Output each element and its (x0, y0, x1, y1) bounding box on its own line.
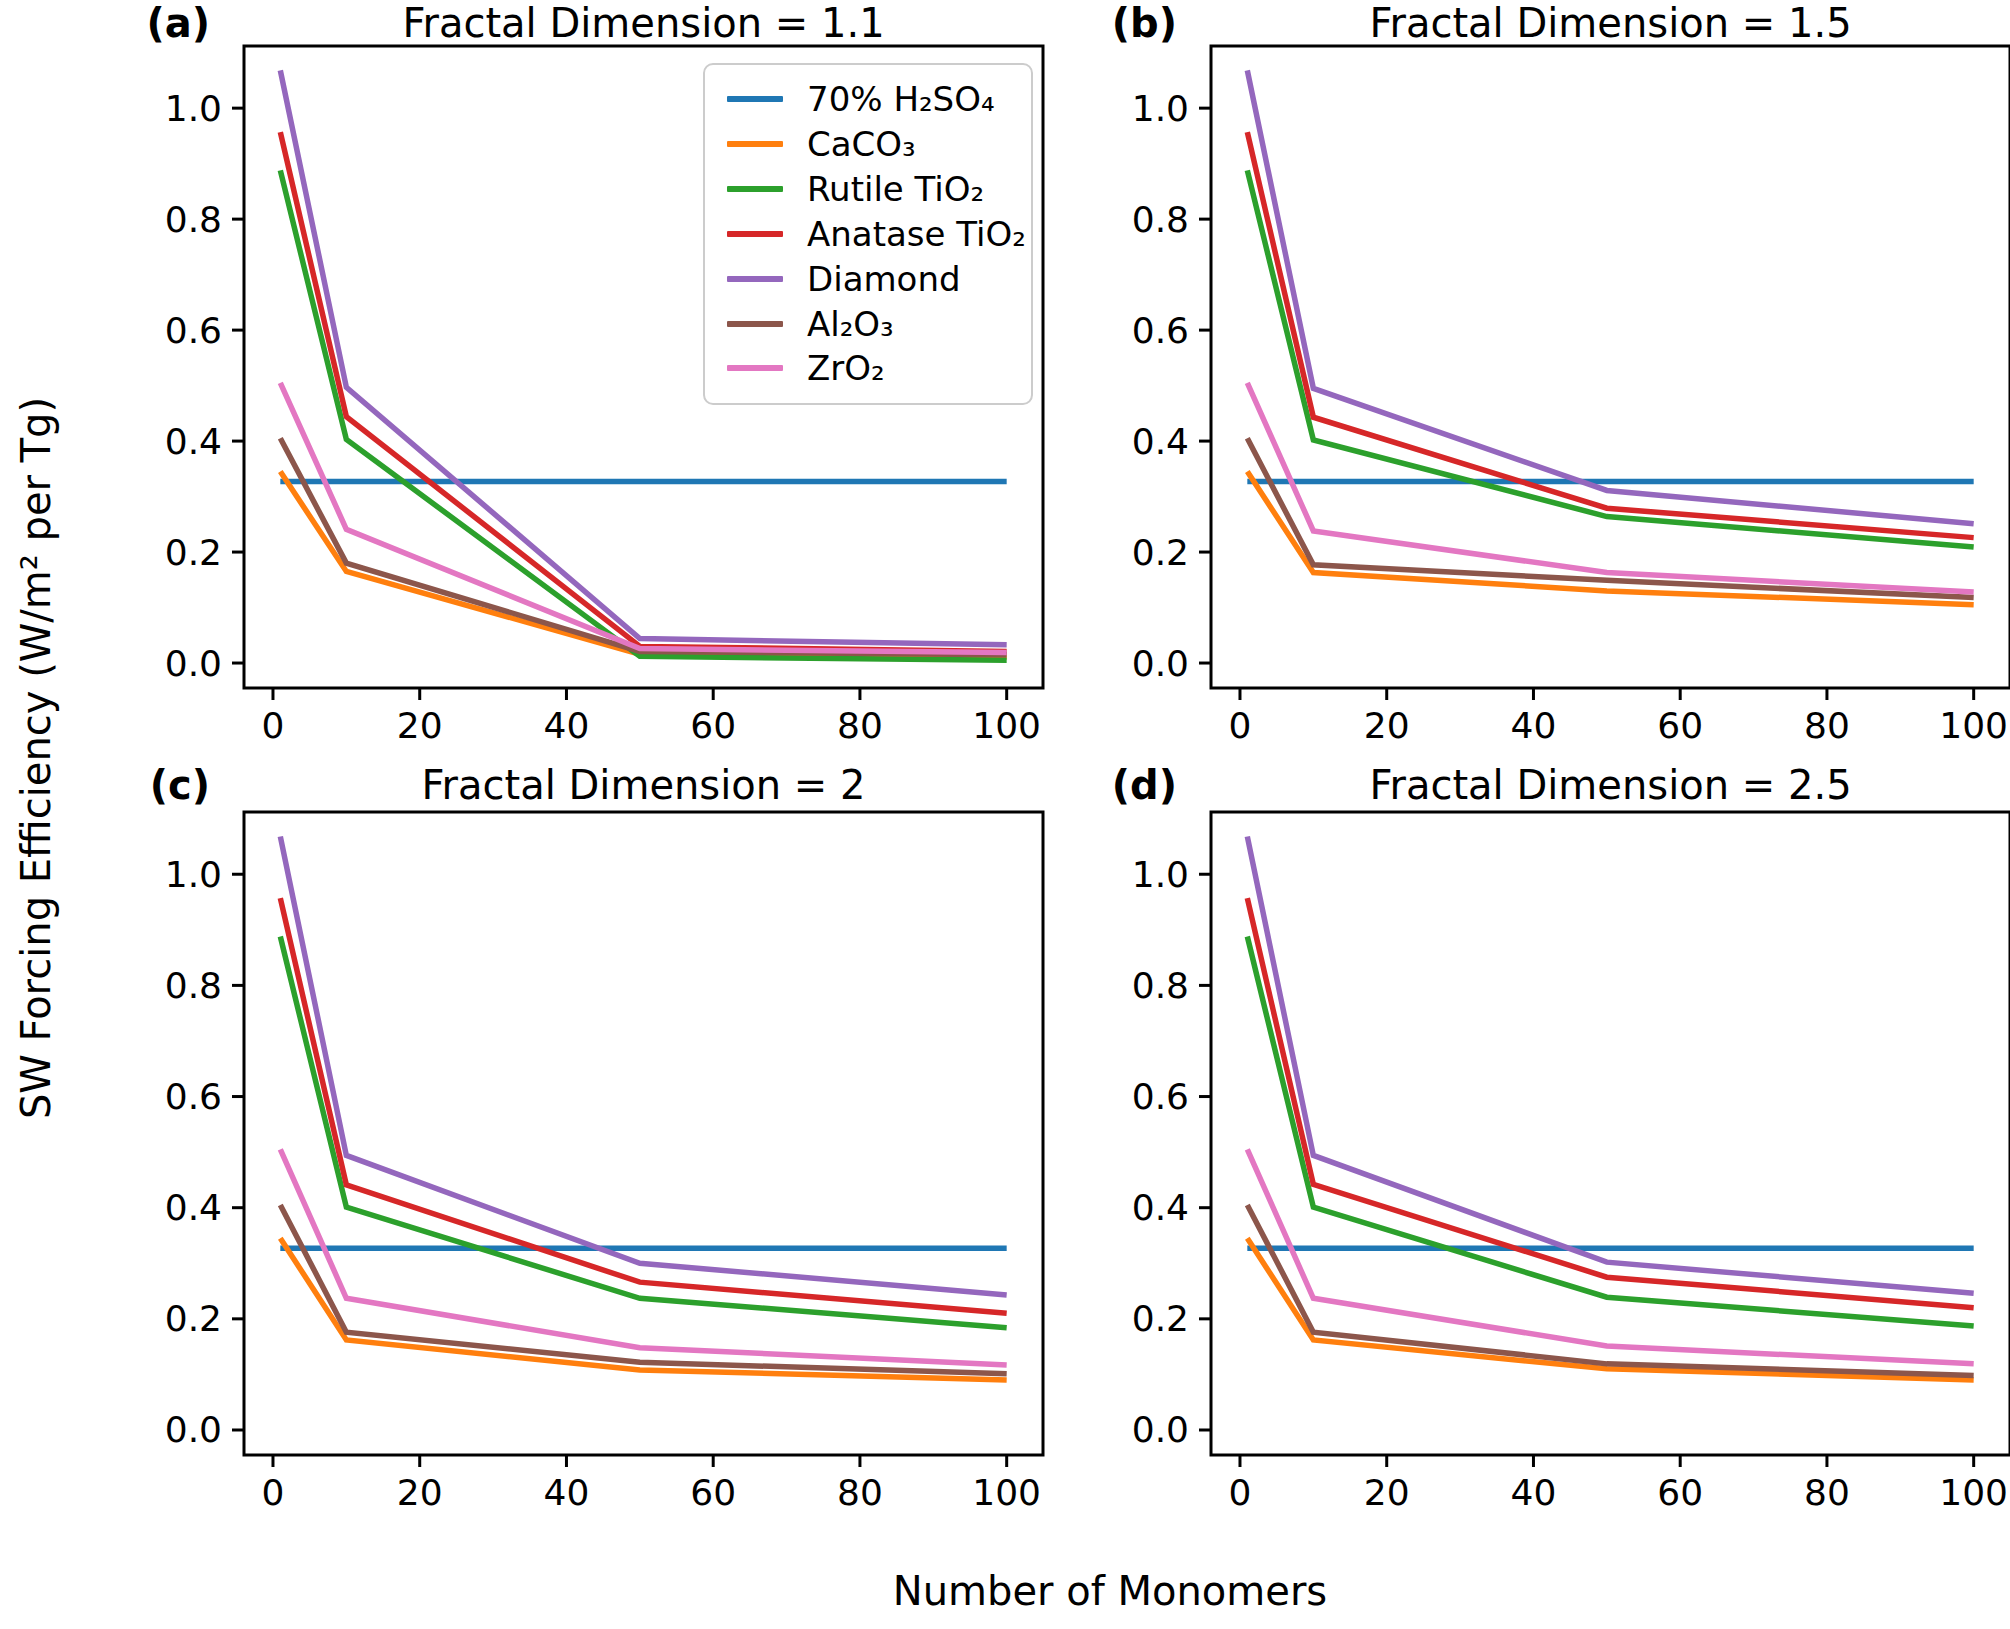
series-line-diamond-b (1247, 70, 1973, 523)
legend-item-anatase-tio2: Anatase TiO₂ (727, 214, 1021, 254)
panel-letter-d: (d) (1067, 762, 1177, 808)
y-tick-label-d: 0.6 (1132, 1076, 1189, 1117)
x-tick-label-b: 80 (1804, 705, 1850, 746)
x-tick-label-c: 0 (262, 1472, 285, 1513)
series-line-zro2-c (280, 1149, 1006, 1365)
x-tick-label-b: 20 (1364, 705, 1410, 746)
legend-item-caco3: CaCO₃ (727, 124, 1021, 164)
legend-swatch-diamond (727, 276, 783, 282)
legend-label-caco3: CaCO₃ (807, 124, 916, 164)
x-axis-label: Number of Monomers (710, 1568, 1510, 1614)
series-line-zro2-b (1247, 383, 1973, 592)
panel-d-plot: 0 20 40 60 80 100 0.0 0.2 0.4 0.6 0.8 1.0 (1132, 812, 2010, 1513)
x-tick-label-d: 0 (1229, 1472, 1252, 1513)
y-tick-label-c: 0.0 (165, 1409, 222, 1450)
panel-letter-b: (b) (1067, 0, 1177, 46)
panel-title-a: Fractal Dimension = 1.1 (244, 0, 1043, 46)
legend-label-h2so4: 70% H₂SO₄ (807, 79, 995, 119)
y-axis-label: SW Forcing Efficiency (W/m² per Tg) (13, 397, 59, 1119)
legend-item-rutile-tio2: Rutile TiO₂ (727, 169, 1021, 209)
x-tick-label-d: 40 (1511, 1472, 1557, 1513)
x-tick-label-c: 40 (544, 1472, 590, 1513)
y-tick-label-d: 0.8 (1132, 965, 1189, 1006)
y-tick-label-a: 0.8 (165, 199, 222, 240)
x-tick-label-b: 100 (1939, 705, 2008, 746)
x-tick-label-a: 0 (262, 705, 285, 746)
y-tick-label-b: 1.0 (1132, 88, 1189, 129)
series-line-rutile-tio2-c (280, 936, 1006, 1327)
y-tick-label-a: 0.2 (165, 532, 222, 573)
series-line-rutile-tio2-d (1247, 936, 1973, 1326)
series-line-diamond-c (280, 836, 1006, 1294)
x-tick-label-b: 40 (1511, 705, 1557, 746)
panel-title-c: Fractal Dimension = 2 (244, 762, 1043, 808)
x-tick-label-a: 100 (972, 705, 1041, 746)
x-tick-label-c: 20 (397, 1472, 443, 1513)
legend-label-diamond: Diamond (807, 259, 961, 299)
legend-item-zro2: ZrO₂ (727, 348, 1021, 388)
y-tick-label-b: 0.6 (1132, 310, 1189, 351)
x-tick-label-a: 60 (690, 705, 736, 746)
x-tick-label-b: 60 (1657, 705, 1703, 746)
x-tick-label-d: 60 (1657, 1472, 1703, 1513)
panel-letter-c: (c) (100, 762, 210, 808)
legend: 70% H₂SO₄ CaCO₃ Rutile TiO₂ Anatase TiO₂ Dia… (703, 63, 1033, 405)
panel-c-plot: 0 20 40 60 80 100 0.0 0.2 0.4 0.6 0.8 1.0 (165, 812, 1043, 1513)
legend-item-diamond: Diamond (727, 259, 1021, 299)
x-tick-label-c: 80 (837, 1472, 883, 1513)
legend-swatch-caco3 (727, 141, 783, 147)
y-tick-label-a: 0.4 (165, 421, 222, 462)
y-tick-label-d: 0.0 (1132, 1409, 1189, 1450)
y-tick-label-d: 0.2 (1132, 1298, 1189, 1339)
legend-label-rutile-tio2: Rutile TiO₂ (807, 169, 984, 209)
legend-label-anatase-tio2: Anatase TiO₂ (807, 214, 1026, 254)
panel-title-d: Fractal Dimension = 2.5 (1211, 762, 2010, 808)
y-tick-label-b: 0.2 (1132, 532, 1189, 573)
x-tick-label-a: 40 (544, 705, 590, 746)
legend-swatch-anatase-tio2 (727, 231, 783, 237)
legend-swatch-zro2 (727, 365, 783, 371)
x-tick-label-c: 60 (690, 1472, 736, 1513)
y-tick-label-a: 0.6 (165, 310, 222, 351)
panel-letter-a: (a) (100, 0, 210, 46)
legend-item-h2so4: 70% H₂SO₄ (727, 79, 1021, 119)
x-tick-label-d: 20 (1364, 1472, 1410, 1513)
y-tick-label-c: 0.6 (165, 1076, 222, 1117)
y-tick-label-b: 0.0 (1132, 643, 1189, 684)
series-line-al2o3-d (1247, 1205, 1973, 1376)
y-tick-label-b: 0.4 (1132, 421, 1189, 462)
figure-canvas: 0 20 40 60 80 100 0.0 0.2 0.4 0.6 0.8 1.0 0 20 40 60 80 1… (0, 0, 2010, 1629)
panel-title-b: Fractal Dimension = 1.5 (1211, 0, 2010, 46)
y-tick-label-d: 1.0 (1132, 854, 1189, 895)
legend-label-zro2: ZrO₂ (807, 348, 885, 388)
x-tick-label-b: 0 (1229, 705, 1252, 746)
y-tick-label-c: 0.4 (165, 1187, 222, 1228)
series-line-zro2-d (1247, 1149, 1973, 1364)
x-tick-label-d: 80 (1804, 1472, 1850, 1513)
series-line-anatase-tio2-b (1247, 132, 1973, 538)
legend-swatch-al2o3 (727, 321, 783, 327)
series-line-diamond-d (1247, 836, 1973, 1293)
panel-b-plot: 0 20 40 60 80 100 0.0 0.2 0.4 0.6 0.8 1.0 (1132, 46, 2010, 746)
x-tick-label-a: 80 (837, 705, 883, 746)
x-tick-label-c: 100 (972, 1472, 1041, 1513)
y-tick-label-d: 0.4 (1132, 1187, 1189, 1228)
legend-swatch-h2so4 (727, 96, 783, 102)
y-tick-label-a: 1.0 (165, 88, 222, 129)
y-tick-label-c: 0.8 (165, 965, 222, 1006)
y-tick-label-b: 0.8 (1132, 199, 1189, 240)
x-tick-label-a: 20 (397, 705, 443, 746)
y-tick-label-c: 0.2 (165, 1298, 222, 1339)
series-line-caco3-a (280, 472, 1006, 657)
legend-label-al2o3: Al₂O₃ (807, 304, 894, 344)
legend-item-al2o3: Al₂O₃ (727, 304, 1021, 344)
legend-swatch-rutile-tio2 (727, 186, 783, 192)
y-tick-label-c: 1.0 (165, 854, 222, 895)
y-tick-label-a: 0.0 (165, 643, 222, 684)
x-tick-label-d: 100 (1939, 1472, 2008, 1513)
